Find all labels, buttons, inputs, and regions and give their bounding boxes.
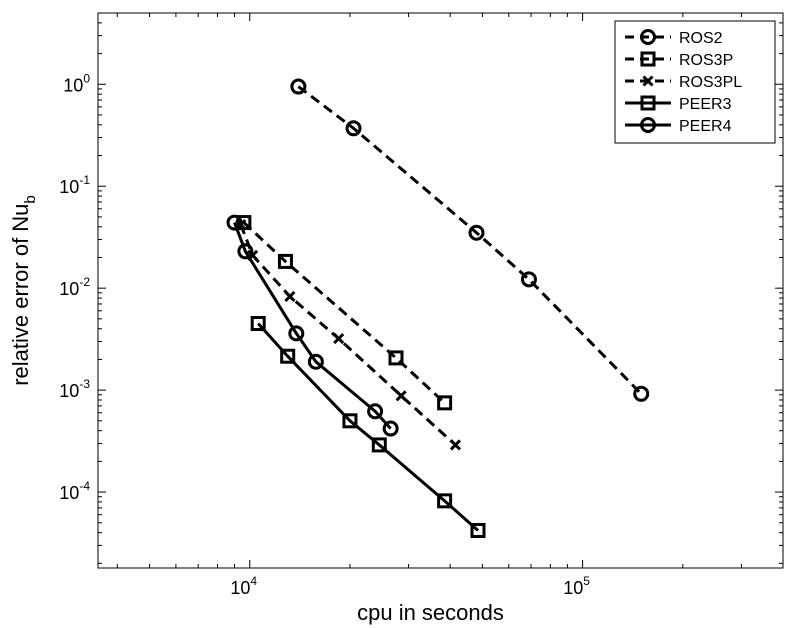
data-point-ros3p-2 (388, 350, 404, 366)
legend-label-ros3pl: ROS3PL (679, 74, 742, 91)
legend-label-ros2: ROS2 (679, 30, 723, 47)
data-point-peer4-3 (307, 353, 324, 370)
legend-marker-peer3 (640, 95, 656, 111)
y-tick-label-4: 100 (63, 71, 90, 95)
data-point-peer3-1 (280, 348, 296, 364)
y-tick-label-4-exponent: 0 (83, 71, 90, 85)
x-tick-label-1: 105 (563, 574, 590, 598)
series-ros2 (290, 78, 650, 402)
data-point-ros3p-1 (277, 253, 293, 269)
legend-marker-ros3p (640, 51, 656, 67)
data-point-peer3-4 (437, 493, 453, 509)
data-point-ros2-0 (290, 78, 307, 95)
data-point-ros3pl-2 (284, 290, 296, 302)
y-axis-label-base: relative error of Nu (8, 204, 33, 386)
y-tick-label-0: 10-4 (59, 479, 90, 503)
data-point-peer4-2 (288, 325, 305, 342)
data-point-ros3pl-3-stroke-b (333, 333, 345, 345)
data-point-peer3-3 (371, 437, 387, 453)
x-tick-label-0-exponent: 4 (250, 574, 257, 588)
y-tick-label-0-exponent: -4 (79, 479, 90, 493)
legend-label-peer3: PEER3 (679, 96, 732, 113)
data-point-ros3pl-2-stroke-b (284, 290, 296, 302)
series-group (226, 78, 650, 538)
legend-marker-ros3pl (642, 75, 654, 87)
legend-marker-peer4 (640, 117, 656, 133)
legend-marker-ros3pl-stroke-b (642, 75, 654, 87)
series-ros3p (236, 215, 453, 411)
data-point-peer3-2 (342, 413, 358, 429)
x-tick-label-1-base: 10 (563, 578, 583, 598)
plot-frame (97, 12, 784, 569)
y-tick-label-3: 10-1 (59, 173, 90, 197)
data-point-ros3p-3 (437, 395, 453, 411)
series-line-peer4 (233, 222, 392, 430)
x-tick-label-0-base: 10 (230, 578, 250, 598)
y-tick-label-2-base: 10 (59, 279, 79, 299)
y-tick-label-1-base: 10 (59, 381, 79, 401)
series-line-ros3pl (239, 224, 457, 447)
y-axis-label: relative error of Nub (8, 195, 39, 386)
data-point-peer4-5 (382, 420, 399, 437)
x-tick-label-0: 104 (230, 574, 257, 598)
y-tick-label-2-exponent: -2 (79, 275, 90, 289)
data-point-peer4-1 (237, 243, 254, 260)
y-tick-label-1: 10-3 (59, 377, 90, 401)
data-point-peer3-5 (470, 522, 486, 538)
data-point-ros2-2 (468, 224, 485, 241)
x-axis-label: cpu in seconds (357, 600, 504, 625)
legend: ROS2 ROS3P ROS3PL PEER3 PEER4 (614, 20, 776, 144)
x-tick-label-1-exponent: 5 (583, 574, 590, 588)
y-tick-label-1-exponent: -3 (79, 377, 90, 391)
series-peer3 (250, 316, 486, 538)
series-line-ros2 (297, 85, 643, 395)
plot-area-border (97, 12, 784, 569)
series-line-ros3p (242, 221, 446, 404)
data-point-ros3pl-5 (449, 439, 462, 451)
legend-label-ros3p: ROS3P (679, 52, 733, 69)
y-axis-label-subscript: b (22, 195, 39, 203)
series-peer4 (226, 214, 399, 437)
legend-marker-ros2 (640, 29, 656, 45)
data-point-peer4-0 (226, 214, 243, 231)
data-point-peer3-0 (250, 316, 266, 332)
data-point-ros3pl-4-stroke-b (395, 390, 407, 402)
data-point-ros3pl-3 (333, 333, 345, 345)
data-point-ros2-4 (633, 385, 650, 402)
y-tick-label-2: 10-2 (59, 275, 90, 299)
series-line-peer3 (257, 322, 480, 532)
y-tick-label-3-exponent: -1 (79, 173, 90, 187)
y-tick-label-0-base: 10 (59, 483, 79, 503)
data-point-ros2-1 (345, 120, 362, 137)
data-point-ros3pl-4 (395, 390, 407, 402)
y-tick-label-3-base: 10 (59, 177, 79, 197)
data-point-ros3pl-5-stroke-b (449, 439, 462, 451)
data-point-peer4-4 (367, 403, 384, 420)
data-point-ros2-3 (520, 271, 537, 288)
y-tick-label-4-base: 10 (63, 75, 83, 95)
legend-label-peer4: PEER4 (679, 118, 732, 135)
